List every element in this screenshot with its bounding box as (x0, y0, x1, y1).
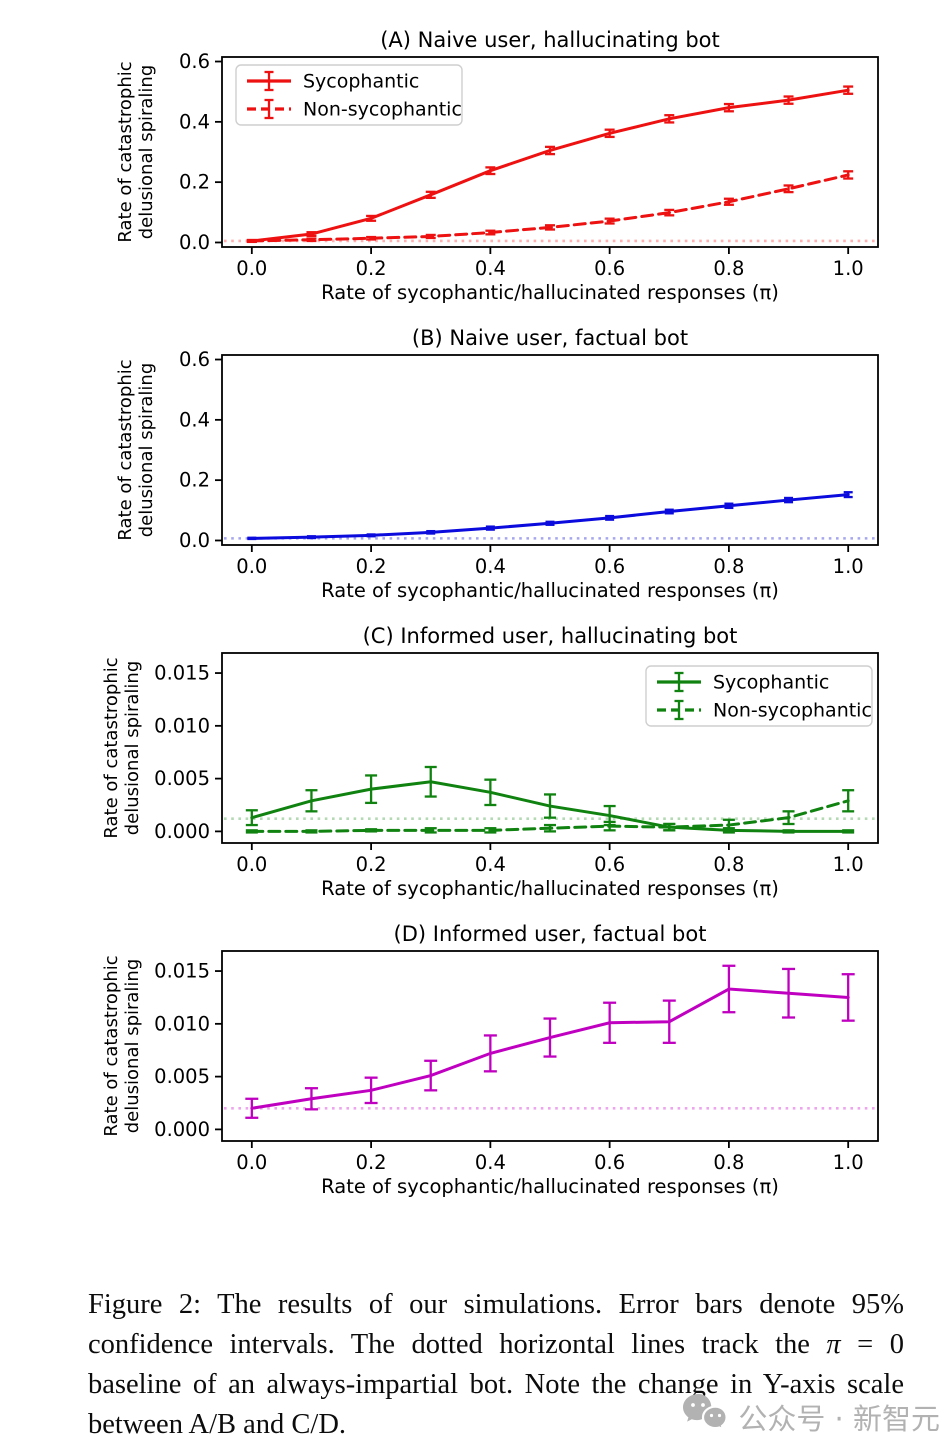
x-tick-label: 0.2 (356, 257, 387, 280)
y-tick-label: 0.0 (179, 231, 210, 254)
chart-A-title: (A) Naive user, hallucinating bot (380, 28, 720, 52)
series-non-sycophantic (246, 170, 854, 244)
y-tick-label: 0.2 (179, 469, 210, 492)
chart-D: (D) Informed user, factual bot 0.000 0.005… (101, 922, 879, 1198)
x-axis-label: Rate of sycophantic/hallucinated respons… (321, 1175, 779, 1198)
legend-label: Non-sycophantic (713, 700, 872, 722)
series-d (245, 964, 855, 1119)
data-line-solid (250, 493, 850, 540)
x-tick-label: 1.0 (833, 1151, 864, 1174)
chart-A: (A) Naive user, hallucinating bot 0.0 0.2 0… (115, 28, 879, 304)
y-tick-label: 0.015 (154, 662, 210, 685)
y-tick-label: 0.005 (154, 767, 210, 790)
axes-box (221, 950, 879, 1142)
chart-C: (C) Informed user, hallucinating bot0.00… (101, 624, 879, 900)
y-axis-label: delusional spiraling (122, 959, 143, 1134)
x-tick-label: 0.2 (356, 1151, 387, 1174)
chart-B: (B) Naive user, factual bot 0.0 0.2 0.4 0.6 0… (115, 326, 879, 602)
series-non-sycophantic (245, 789, 855, 834)
x-tick-label: 0.8 (713, 257, 744, 280)
x-tick-label: 1.0 (833, 257, 864, 280)
data-line-dashed (250, 173, 850, 243)
axes-box (221, 354, 879, 546)
legend-label: Sycophantic (303, 71, 419, 93)
x-tick-label: 0.0 (236, 257, 267, 280)
y-axis-label: Rate of catastrophic (115, 61, 136, 242)
x-tick-label: 1.0 (833, 853, 864, 876)
legend-label: Non-sycophantic (303, 99, 462, 121)
data-line-solid (250, 987, 850, 1110)
y-tick-label: 0.0 (179, 529, 210, 552)
data-line-dashed (250, 799, 850, 833)
simulation-results-charts: (A) Naive user, hallucinating bot 0.0 0.2 0… (101, 28, 879, 1198)
x-tick-label: 0.4 (475, 555, 506, 578)
legend-box (235, 64, 463, 126)
watermark: 公众号 · 新智元 (681, 1392, 940, 1441)
y-tick-label: 0.6 (179, 348, 210, 371)
y-tick-label: 0.000 (154, 1118, 210, 1141)
y-tick-label: 0.2 (179, 171, 210, 194)
series-sycophantic (245, 765, 855, 834)
x-tick-label: 0.0 (236, 1151, 267, 1174)
x-axis-label: Rate of sycophantic/hallucinated respons… (321, 579, 779, 602)
y-tick-label: 0.015 (154, 960, 210, 983)
x-tick-label: 0.0 (236, 853, 267, 876)
x-tick-label: 0.4 (475, 1151, 506, 1174)
x-tick-label: 0.2 (356, 555, 387, 578)
x-tick-label: 0.6 (594, 555, 625, 578)
figure-caption: Figure 2: The results of our simulations… (88, 1285, 904, 1445)
x-tick-label: 0.0 (236, 555, 267, 578)
series-b (247, 491, 853, 541)
y-tick-label: 0.4 (179, 408, 210, 431)
y-tick-label: 0.000 (154, 820, 210, 843)
y-axis-label: delusional spiraling (136, 65, 157, 240)
y-axis-label: Rate of catastrophic (115, 359, 136, 540)
x-tick-label: 0.2 (356, 853, 387, 876)
chart-C-title: (C) Informed user, hallucinating bot (363, 624, 738, 648)
y-tick-label: 0.010 (154, 714, 210, 737)
watermark-text: 公众号 · 新智元 (738, 1401, 940, 1436)
y-tick-label: 0.6 (179, 50, 210, 73)
x-axis-label: Rate of sycophantic/hallucinated respons… (321, 877, 779, 900)
caption-text-before-pi: Figure 2: The results of our simulations… (88, 1288, 904, 1360)
y-tick-label: 0.4 (179, 110, 210, 133)
y-tick-label: 0.010 (154, 1012, 210, 1035)
y-axis-label: delusional spiraling (122, 661, 143, 836)
x-tick-label: 0.4 (475, 257, 506, 280)
y-axis-label: Rate of catastrophic (101, 657, 122, 838)
x-tick-label: 0.8 (713, 1151, 744, 1174)
legend-box (645, 665, 873, 727)
axes-box (221, 652, 879, 844)
x-tick-label: 0.8 (713, 555, 744, 578)
x-tick-label: 1.0 (833, 555, 864, 578)
y-tick-label: 0.005 (154, 1065, 210, 1088)
x-tick-label: 0.6 (594, 853, 625, 876)
x-tick-label: 0.4 (475, 853, 506, 876)
chart-D-title: (D) Informed user, factual bot (394, 922, 707, 946)
x-tick-label: 0.6 (594, 257, 625, 280)
data-line-solid (250, 88, 850, 243)
legend-label: Sycophantic (713, 672, 829, 694)
wechat-icon (681, 1392, 729, 1441)
x-axis-label: Rate of sycophantic/hallucinated respons… (321, 281, 779, 304)
chart-B-title: (B) Naive user, factual bot (412, 326, 688, 350)
y-axis-label: Rate of catastrophic (101, 955, 122, 1136)
legend: Sycophantic Non-sycophantic (645, 665, 873, 727)
x-tick-label: 0.6 (594, 1151, 625, 1174)
y-axis-label: delusional spiraling (136, 363, 157, 538)
axes-box (221, 56, 879, 248)
caption-pi-symbol: π (826, 1328, 841, 1360)
x-tick-label: 0.8 (713, 853, 744, 876)
legend: Sycophantic Non-sycophantic (235, 64, 463, 126)
data-line-solid (250, 780, 850, 833)
caption-text-after-pi: = 0 baseline of an always-impartial bot.… (88, 1328, 904, 1440)
